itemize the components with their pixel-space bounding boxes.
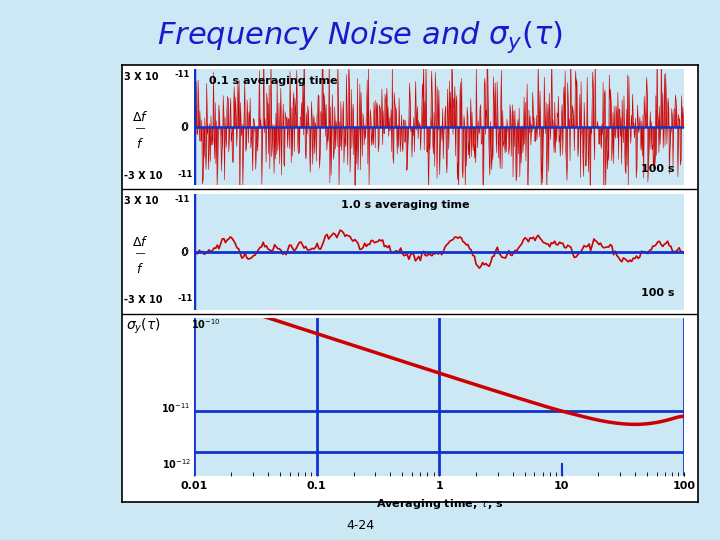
Text: 100 s: 100 s — [641, 164, 674, 173]
Text: -11: -11 — [174, 195, 189, 204]
Text: $f$: $f$ — [136, 137, 145, 151]
Text: -11: -11 — [174, 70, 189, 79]
Text: $\Delta f$: $\Delta f$ — [132, 110, 148, 124]
Text: -3 X 10: -3 X 10 — [124, 295, 162, 306]
X-axis label: Averaging time, $\tau$, s: Averaging time, $\tau$, s — [376, 497, 503, 511]
Text: Frequency Noise and $\sigma_y(\tau)$: Frequency Noise and $\sigma_y(\tau)$ — [157, 19, 563, 55]
Text: 10$^{-11}$: 10$^{-11}$ — [161, 401, 191, 415]
Text: 10$^{-10}$: 10$^{-10}$ — [191, 317, 220, 330]
Text: -3 X 10: -3 X 10 — [124, 171, 162, 181]
Text: $f$: $f$ — [136, 261, 145, 275]
Text: 4-24: 4-24 — [346, 519, 374, 532]
Text: 0: 0 — [181, 247, 189, 257]
Text: $\Delta f$: $\Delta f$ — [132, 235, 148, 249]
Text: ──: ── — [135, 248, 145, 258]
Text: 1.0 s averaging time: 1.0 s averaging time — [341, 200, 469, 211]
Text: -11: -11 — [177, 294, 192, 303]
Text: $\sigma_y(\tau)$: $\sigma_y(\tau)$ — [126, 317, 161, 336]
Text: 0.1 s averaging time: 0.1 s averaging time — [209, 76, 338, 86]
Text: 3 X 10: 3 X 10 — [124, 72, 158, 82]
Text: 10$^{-12}$: 10$^{-12}$ — [161, 457, 191, 470]
Text: ──: ── — [135, 124, 145, 133]
Text: 3 X 10: 3 X 10 — [124, 197, 158, 206]
Text: 0: 0 — [181, 122, 189, 132]
Text: 100 s: 100 s — [641, 288, 674, 298]
Text: -11: -11 — [177, 170, 192, 179]
